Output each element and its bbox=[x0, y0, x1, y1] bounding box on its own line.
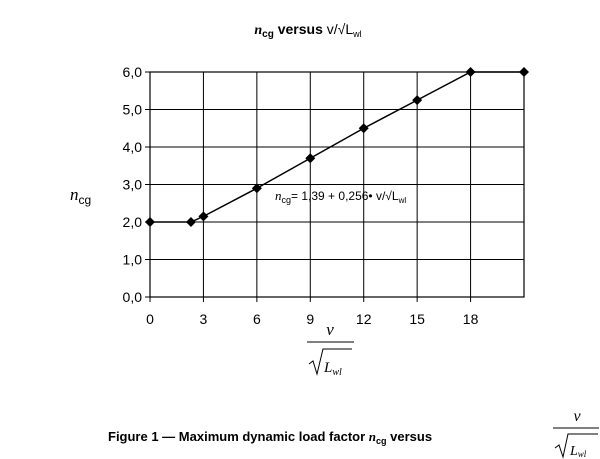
annotation-sqrt: √ bbox=[385, 189, 392, 203]
x-axis-label: v Lwl bbox=[307, 320, 354, 378]
y-tick-label: 5,0 bbox=[123, 102, 143, 118]
annotation-n: n bbox=[275, 188, 282, 203]
y-tick-label: 0,0 bbox=[123, 289, 143, 305]
ylabel-sub: cg bbox=[79, 193, 92, 207]
xlabel-den-sub: wl bbox=[332, 367, 342, 378]
annotation-L-sub: wl bbox=[398, 196, 407, 205]
data-point-marker bbox=[185, 217, 196, 227]
title-sqrt: √ bbox=[338, 21, 346, 37]
xlabel-numerator: v bbox=[326, 320, 334, 339]
caption-middle: versus bbox=[387, 429, 433, 444]
grid bbox=[150, 71, 525, 298]
annotation-L: L bbox=[392, 189, 399, 203]
data-point-marker bbox=[305, 153, 316, 164]
title-middle: versus bbox=[274, 21, 327, 37]
caption-den-L: L bbox=[569, 444, 578, 459]
data-point-marker bbox=[412, 95, 423, 106]
formula-annotation: ncg= 1,39 + 0,256• v/√Lwl bbox=[275, 188, 406, 205]
caption-n: n bbox=[369, 429, 376, 444]
x-tick-label: 6 bbox=[253, 311, 261, 327]
data-point-marker bbox=[358, 123, 369, 134]
series bbox=[145, 67, 529, 227]
caption-radical-icon bbox=[554, 433, 598, 459]
figure-caption: Figure 1 — Maximum dynamic load factor n… bbox=[108, 408, 599, 459]
x-tick-label: 0 bbox=[146, 311, 154, 327]
caption-den-sub: wl bbox=[578, 449, 587, 459]
tick-labels: 0,0 1,0 2,0 3,0 4,0 5,0 6,0 0 3 6 9 12 15 18 bbox=[123, 64, 479, 327]
xlabel-radical-icon bbox=[308, 348, 352, 376]
y-tick-label: 6,0 bbox=[123, 64, 143, 80]
caption-denominator: Lwl bbox=[569, 444, 587, 459]
data-point-marker bbox=[251, 183, 262, 194]
title-v: v/ bbox=[327, 21, 338, 37]
annotation-formula: = 1,39 + 0,256• v/ bbox=[291, 189, 386, 203]
y-tick-label: 3,0 bbox=[123, 177, 143, 193]
xlabel-denominator: Lwl bbox=[323, 360, 342, 378]
x-tick-label: 9 bbox=[306, 311, 314, 327]
ylabel-n: n bbox=[70, 185, 79, 204]
x-tick-label: 15 bbox=[409, 311, 425, 327]
caption-numerator: v bbox=[573, 408, 581, 425]
caption-prefix: Figure 1 — Maximum dynamic load factor bbox=[108, 429, 369, 444]
title-L: L bbox=[345, 21, 353, 37]
annotation-sub: cg bbox=[282, 195, 292, 205]
y-tick-label: 4,0 bbox=[123, 139, 143, 155]
title-n: n bbox=[254, 23, 262, 38]
data-point-marker bbox=[519, 67, 529, 77]
y-tick-label: 2,0 bbox=[123, 214, 143, 230]
title-n-sub: cg bbox=[262, 29, 274, 40]
xlabel-den-L: L bbox=[323, 360, 332, 376]
x-tick-label: 18 bbox=[463, 311, 479, 327]
x-tick-label: 12 bbox=[356, 311, 372, 327]
y-axis-label: ncg bbox=[70, 185, 91, 207]
x-tick-label: 3 bbox=[200, 311, 208, 327]
chart-title: ncg versus v/√Lwl bbox=[254, 21, 361, 40]
y-tick-label: 1,0 bbox=[123, 252, 143, 268]
title-L-sub: wl bbox=[352, 29, 362, 39]
data-point-marker bbox=[198, 211, 209, 222]
data-point-marker bbox=[465, 67, 476, 77]
caption-text: Figure 1 — Maximum dynamic load factor n… bbox=[108, 429, 432, 446]
data-point-marker bbox=[145, 217, 155, 227]
caption-n-sub: cg bbox=[376, 436, 387, 446]
